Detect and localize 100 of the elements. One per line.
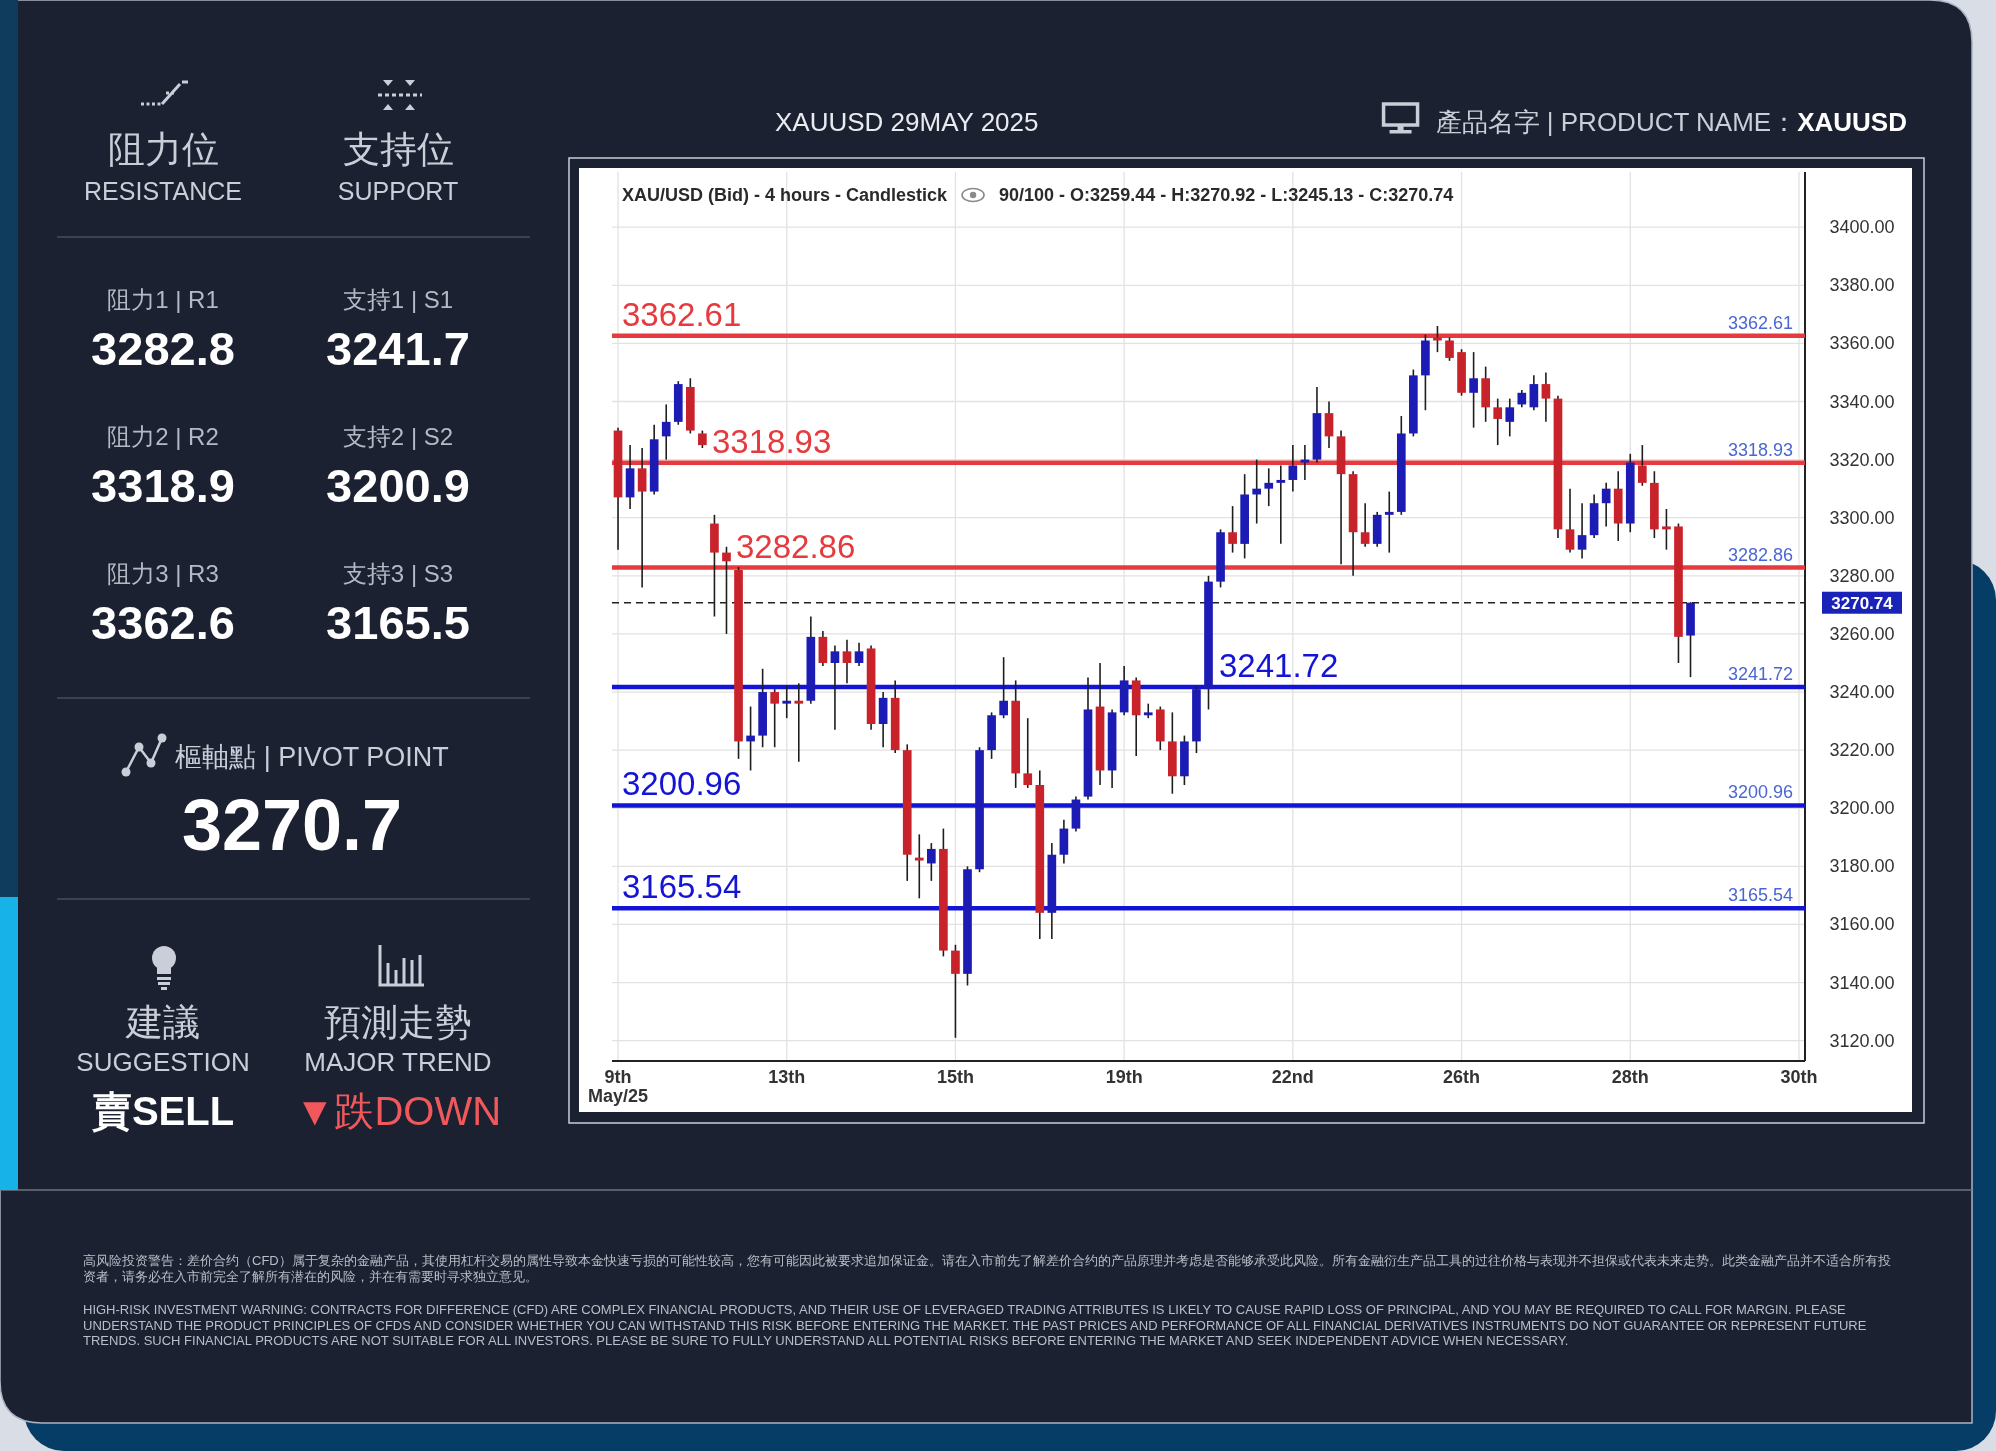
text: 支持位 [342, 129, 454, 170]
ref-line-label: 3318.93 [712, 422, 832, 460]
y-tick-label: 3380.00 [1829, 275, 1895, 296]
candlestick [1252, 458, 1262, 525]
candlestick [1577, 502, 1587, 560]
x-tick-label: 9th May/25 [588, 1067, 649, 1106]
candlestick [1493, 397, 1503, 446]
candlestick [854, 641, 864, 667]
text: 支持3 | S3 [342, 560, 454, 587]
text: RESISTANCE [84, 177, 242, 205]
text: 支持2 | S2 [342, 423, 454, 450]
candlestick [927, 842, 936, 882]
x-tick-label: 22nd [1271, 1067, 1314, 1087]
text: 高风险投资警告：差价合约（CFD）属于复杂的金融产品，其使用杠杆交易的属性导致本金快速亏损的可能性较高，您有可能因此被要求追加保证金。请在入市前先了解差价合约的产品原理并考虑是否能够承受此风险。所有金融衍生产品工具的过往价格与表现并不担保或代表未来走势。此类金融产品并不适合所有投资者，请务必在入市前完全了解所有潜在的风险，并在有需要时寻求独立意见。 [83, 1253, 1891, 1284]
y-tick-label: 3200.00 [1829, 798, 1895, 819]
candlestick [999, 656, 1008, 719]
y-tick-label: 3360.00 [1829, 333, 1895, 354]
candlestick [1276, 464, 1286, 545]
text: SUGGESTION [76, 1047, 250, 1077]
candlestick [1433, 325, 1442, 353]
text: SUPPORT [337, 177, 459, 205]
text: 建議 [125, 1002, 200, 1043]
ref-line-label: 3241.72 [1219, 647, 1339, 685]
y-tick-label: 3260.00 [1829, 623, 1895, 644]
chart-title: XAUUSD 29MAY 2025 [775, 107, 1039, 137]
candlestick [746, 705, 755, 772]
text: 阻力位 [107, 129, 219, 170]
x-tick-label: 13th [768, 1067, 806, 1087]
candlestick [842, 638, 852, 685]
text: 3165.5 [326, 596, 470, 649]
text: 3200.96 [1727, 782, 1793, 803]
annotation: XAU/USD (Bid) - 4 hours - Candlestick [622, 185, 949, 205]
candlestick [770, 688, 780, 749]
candlestick [1360, 502, 1370, 548]
candlestick [1023, 717, 1033, 789]
ref-line-label: 3282.86 [736, 527, 856, 565]
candlestick [1264, 467, 1274, 507]
text: 3165.54 [1727, 885, 1793, 906]
text: 3241.7 [326, 322, 470, 375]
text: ▼跌DOWN [294, 1089, 502, 1133]
y-tick-label: 3320.00 [1829, 449, 1895, 470]
y-tick-label: 3180.00 [1829, 856, 1895, 877]
text: 3362.6 [91, 596, 235, 649]
annotation: 90/100 - O:3259.44 - H:3270.92 - L:3245.13 - C:3270.74 [999, 185, 1454, 205]
candlestick [951, 943, 960, 1039]
text: 3282.86 [1727, 544, 1793, 565]
ref-line-label: 3165.54 [622, 868, 742, 906]
text: 支持1 | S1 [342, 286, 454, 313]
y-tick-label: 3220.00 [1829, 740, 1895, 761]
text: 賣SELL [90, 1089, 235, 1133]
candlestick [1228, 505, 1237, 554]
candlestick [782, 685, 792, 719]
candlestick [1505, 397, 1515, 438]
text: 3318.9 [91, 459, 235, 512]
x-tick-label: 28th [1611, 1067, 1649, 1087]
candlestick [1143, 702, 1153, 719]
candlestick [830, 644, 840, 731]
candlestick [794, 682, 804, 763]
candlestick [1445, 336, 1454, 362]
candlestick [1300, 444, 1310, 481]
candlestick [661, 403, 671, 461]
text: 3200.9 [326, 459, 470, 512]
candlestick [637, 447, 647, 589]
text: 3241.72 [1727, 664, 1793, 685]
candlestick [1529, 374, 1539, 412]
text: 3282.8 [91, 322, 235, 375]
text: HIGH-RISK INVESTMENT WARNING: CONTRACTS FOR DIFFERENCE (CFD) ARE COMPLEX FINANCIAL PRODUCTS, AND THEIR USE OF LEVERAGED TRADING ATTRIBUTES IS LIKELY TO CAUSE RAPID LOSS OF PRINCIPAL, AND YOU MAY BE REQUIRED TO CALL FOR MARGIN. PLEASE UNDERSTAND THE PRODUCT PRINCIPLES OF CFDS AND CONSIDER WHETHER YOU CAN WITHSTAND THIS RISK BEFORE ENTERING THE MARKET. THE PAST PRICES AND PERFORMANCE OF ALL FINANCIAL DERIVATIVES INSTRUMENTS DO NOT GUARANTEE OR REPRESENT FUTURE TRENDS. SUCH FINANCIAL PRODUCTS ARE NOT SUITABLE FOR ALL INVESTORS. PLEASE BE SURE TO FULLY UNDERSTAND ALL POTENTIAL RISKS BEFORE ENTERING THE MARKET AND SEEK INDEPENDENT ADVICE WHEN NECESSARY. [83, 1302, 1867, 1348]
candlestick [914, 833, 924, 900]
text: 阻力2 | R2 [107, 423, 219, 450]
candlestick [1288, 444, 1298, 493]
ref-line-label: 3362.61 [622, 295, 742, 333]
candlestick [1601, 482, 1611, 528]
candlestick [1637, 444, 1647, 487]
text: 阻力3 | R3 [107, 560, 219, 587]
text: 3270.7 [181, 785, 403, 865]
ref-line-label: 3200.96 [622, 765, 742, 803]
y-tick-label: 3120.00 [1829, 1030, 1895, 1051]
text: 3318.93 [1727, 439, 1793, 460]
y-tick-label: 3140.00 [1829, 972, 1895, 993]
chart-subtitle: 產品名字 | PRODUCT NAME：XAUUSD [1435, 107, 1907, 137]
y-tick-label: 3400.00 [1829, 217, 1895, 238]
x-tick-label: 19th [1105, 1067, 1143, 1087]
x-tick-label: 30th [1780, 1067, 1818, 1087]
y-tick-label: 3240.00 [1829, 682, 1895, 703]
text: MAJOR TREND [304, 1047, 492, 1077]
ref-line-label: 3270.74 [1831, 593, 1894, 613]
candlestick [1541, 371, 1551, 423]
text: 預測走勢 [324, 1002, 472, 1043]
y-tick-label: 3280.00 [1829, 565, 1895, 586]
y-tick-label: 3300.00 [1829, 507, 1895, 528]
x-tick-label: 26th [1443, 1067, 1481, 1087]
candlestick [1662, 508, 1671, 551]
x-tick-label: 15th [936, 1067, 974, 1087]
text: 樞軸點 | PIVOT POINT [175, 742, 449, 772]
candlestick [1384, 490, 1394, 554]
candlestick [1469, 351, 1478, 429]
y-tick-label: 3340.00 [1829, 391, 1895, 412]
text: 3362.61 [1727, 312, 1793, 333]
candlestick [1324, 400, 1334, 449]
candlestick [1565, 487, 1575, 554]
